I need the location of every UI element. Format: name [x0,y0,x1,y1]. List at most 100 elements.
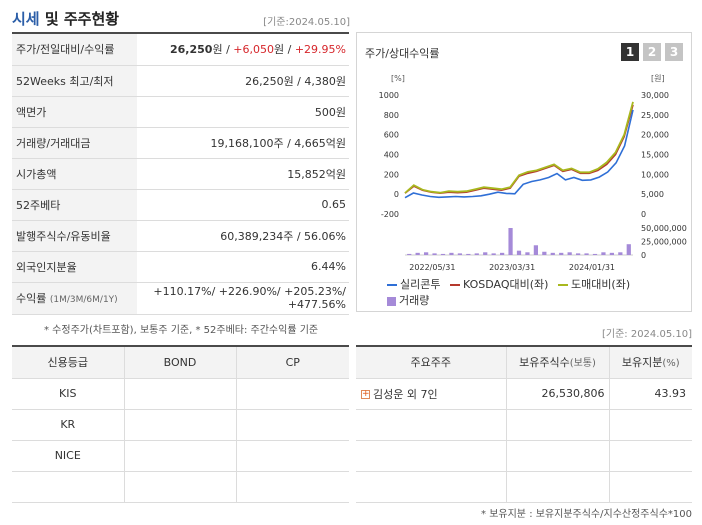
holder-name-cell[interactable]: + 김성운 외 7인 [356,378,506,410]
section-title: 시세 및 주주현황 [12,8,119,28]
shares-cell [505,409,609,441]
right-tick-label: 0 [641,210,646,219]
volume-bar [474,253,479,255]
header-label: 보유주식수 [519,356,570,370]
row-key: 외국인지분율 [12,251,137,283]
price-chart: [%] [원] 1000 800 600 400 200 0 -200 30,000 25,000 2… [379,74,687,272]
volume-bar [592,253,598,255]
header-sub: (보통) [569,358,596,370]
right-tick-label: 10,000 [641,170,669,179]
left-unit-label: [%] [391,74,405,83]
table-row: + 김성운 외 7인 26,530,806 43.93 [356,378,692,410]
row-key: 거래량/거래대금 [12,127,137,159]
row-value: 500원 [137,96,349,128]
legend-item-sector: 도매대비(좌) [557,278,630,291]
row-value: 60,389,234주 / 56.06% [137,220,349,252]
table-row: 주가/전일대비/수익률 26,250원 / +6,050원 / +29.95% [12,34,349,66]
row-key: 수익률 (1M/3M/6M/1Y) [12,282,137,315]
table-row: 액면가 500원 [12,96,349,128]
left-tick-label: 800 [384,111,399,120]
legend-item-volume: 거래량 [387,294,429,307]
return-period: (1M/3M/6M/1Y) [49,295,118,305]
table-row: 수익률 (1M/3M/6M/1Y) +110.17%/ +226.90%/ +2… [12,282,349,315]
pct-cell [608,409,692,441]
volume-bar [576,253,581,255]
row-value: 26,250원 / 4,380원 [137,65,349,97]
left-tick-label: 200 [384,170,399,179]
bond-cell [123,378,236,410]
volume-bar [584,253,589,255]
x-tick-label: 2023/03/31 [489,263,535,272]
change-value: +6,050 [233,43,274,57]
cp-cell [235,378,349,410]
bond-cell [123,440,236,472]
table-row [356,440,692,472]
left-tick-label: 1000 [379,91,399,100]
legend-label: 거래량 [399,294,430,307]
period-button-2[interactable]: 2 [643,43,661,61]
row-value: 19,168,100주 / 4,665억원 [137,127,349,159]
change-pct: +29.95% [294,43,346,57]
shares-cell: 26,530,806 [505,378,609,410]
return-line1: +110.17%/ +226.90%/ +205.23%/ [153,285,346,298]
row-value: 26,250원 / +6,050원 / +29.95% [137,34,349,66]
base-date: [기준:2024.05.10] [263,17,350,28]
agency-cell: KIS [12,378,124,410]
right-tick-label: 5,000 [641,190,664,199]
column-header: BOND [123,346,236,379]
legend-swatch [387,284,397,286]
credit-table: 신용등급 BOND CP KIS KR NICE [12,345,349,503]
title-part-b: 및 주주현황 [39,10,120,28]
row-key: 발행주식수/유동비율 [12,220,137,252]
holder-note: * 보유지분 : 보유지분주식수/지수산정주식수*100 [481,509,692,520]
cp-cell [235,471,349,503]
pct-cell: 43.93 [608,378,692,410]
holder-name-cell [356,409,506,441]
volume-bar [432,253,437,255]
table-row: 거래량/거래대금 19,168,100주 / 4,665억원 [12,127,349,159]
agency-cell [12,471,124,503]
period-button-1[interactable]: 1 [621,43,639,61]
chart-legend: 실리콘투 KOSDAQ대비(좌) 도매대비(좌) 거래량 [387,277,687,309]
pct-cell [608,471,692,503]
agency-cell: NICE [12,440,124,472]
row-key: 52Weeks 최고/최저 [12,65,137,97]
volume-bar [491,253,496,255]
row-value: 15,852억원 [137,158,349,190]
bond-cell [123,409,236,441]
chart-panel: 주가/상대수익률 1 2 3 [%] [원] 1000 800 600 400 200 0 -2… [356,32,692,312]
volume-bar [525,252,530,255]
legend-swatch [387,296,396,306]
period-button-3[interactable]: 3 [665,43,683,61]
title-part-a: 시세 [12,10,40,28]
right-tick-label: 20,000 [641,131,669,140]
table-row: 발행주식수/유동비율 60,389,234주 / 56.06% [12,220,349,252]
x-tick-label: 2022/05/31 [409,263,455,272]
row-value: 0.65 [137,189,349,221]
chart-title: 주가/상대수익률 [365,47,440,60]
header-sub: (%) [662,358,680,370]
row-key: 52주베타 [12,189,137,221]
volume-tick-label: 25,000,000 [641,238,687,247]
volume-tick-label: 50,000,000 [641,224,687,233]
holder-table: 주요주주 보유주식수(보통) 보유지분(%) + 김성운 외 7인 26,530,… [356,345,692,503]
legend-label: 실리콘투 [400,278,441,291]
table-row: 52주베타 0.65 [12,189,349,221]
expand-icon[interactable]: + [361,389,370,399]
bond-cell [123,471,236,503]
legend-item-kosdaq: KOSDAQ대비(좌) [449,278,549,291]
row-value: 6.44% [137,251,349,283]
table-row: KIS [12,378,349,410]
volume-bar [457,253,462,255]
cp-cell [235,440,349,472]
column-header: 보유주식수(보통) [505,346,609,379]
left-tick-label: -200 [381,210,399,219]
holder-name-cell [356,440,506,472]
table-header-row: 주요주주 보유주식수(보통) 보유지분(%) [356,346,692,379]
shares-cell [505,440,609,472]
volume-bar [407,253,412,255]
base-date-2: [기준: 2024.05.10] [601,329,692,340]
table-row: 외국인지분율 6.44% [12,251,349,283]
legend-label: KOSDAQ대비(좌) [462,278,549,291]
price-unit: 원 / [212,43,234,57]
